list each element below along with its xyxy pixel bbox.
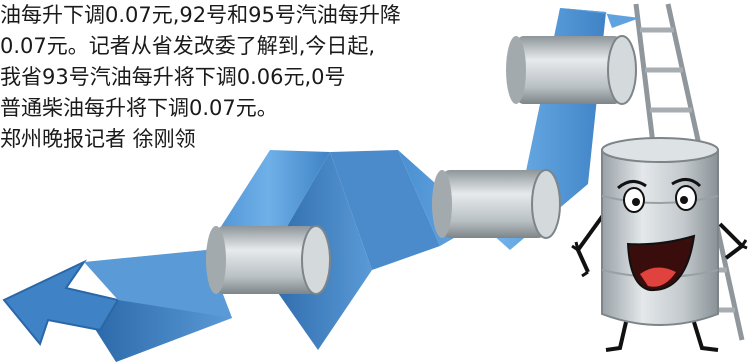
byline: 郑州晚报记者 徐刚领 [0,127,196,151]
eyes-icon [617,178,702,213]
oil-barrel-3 [506,35,637,105]
cartoon-barrel-character [571,137,748,352]
oil-barrel-1 [206,225,331,295]
article-line-2: 0.07元。记者从省发改委了解到,今日起, [0,34,376,58]
oil-barrel-2 [432,169,561,239]
article-line-1: 油每升下调0.07元,92号和95号汽油每升降 [0,3,401,27]
article-line-4: 普通柴油每升将下调0.07元。 [0,96,278,120]
arrow-head-icon [2,259,120,347]
article-text: 油每升下调0.07元,92号和95号汽油每升降 0.07元。记者从省发改委了解到… [0,0,480,155]
article-line-3: 我省93号汽油每升将下调0.06元,0号 [0,65,346,89]
